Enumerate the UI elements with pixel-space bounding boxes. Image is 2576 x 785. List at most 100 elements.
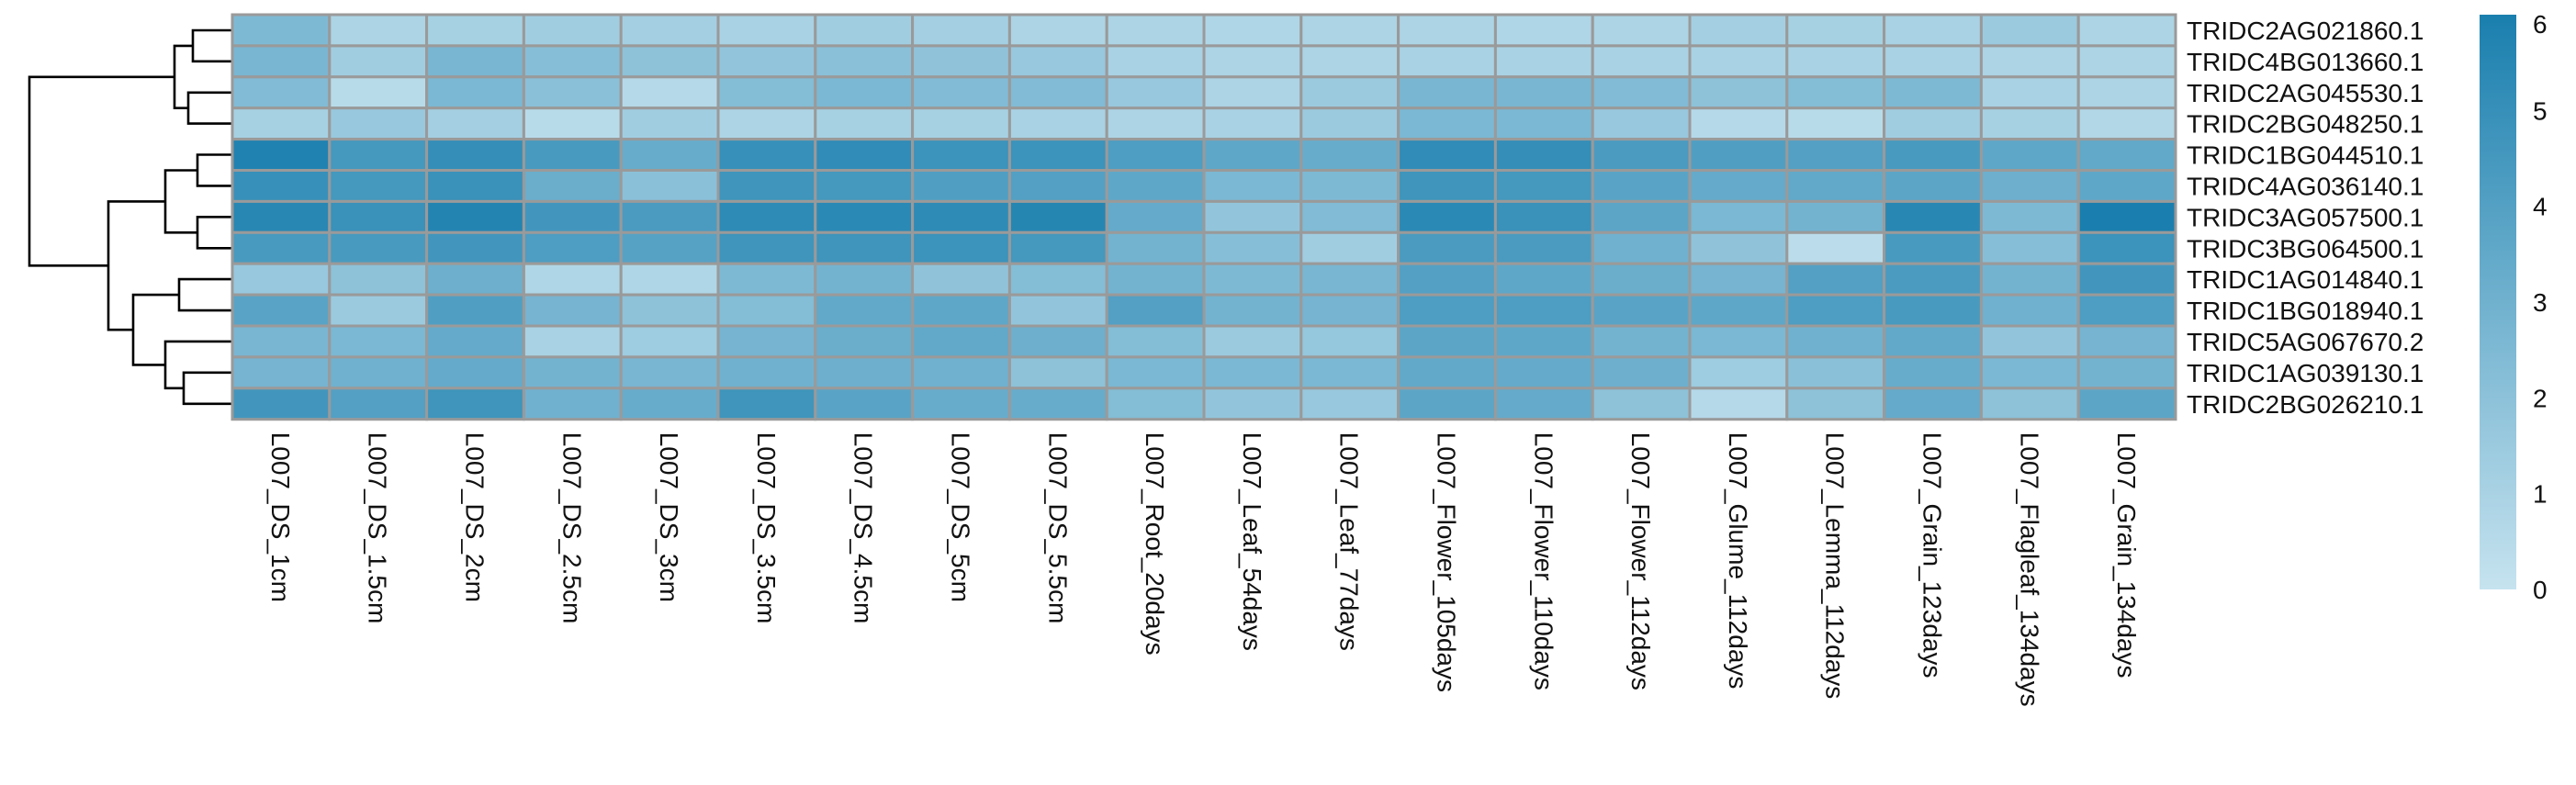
heatmap-cell [1979,199,2080,234]
heatmap-cell [1202,169,1303,203]
heatmap-cell [2076,138,2177,173]
heatmap-cell [716,293,817,328]
heatmap-cell [1397,199,1497,234]
heatmap-cell [619,169,720,203]
heatmap-cell [1397,107,1497,141]
heatmap-cell [1785,75,1886,110]
heatmap-cell [716,169,817,203]
heatmap-cell [231,44,332,79]
heatmap-cell [522,13,623,48]
legend-tick-label: 2 [2533,384,2548,412]
heatmap-cell [1202,107,1303,141]
heatmap-cell [2076,293,2177,328]
heatmap-cell [231,230,332,265]
heatmap-cell [1105,75,1206,110]
heatmap-cell [425,293,525,328]
heatmap-cell [619,262,720,297]
heatmap-cell [1688,293,1789,328]
heatmap-cell [716,107,817,141]
column-label: L007_Grain_134days [2112,432,2141,678]
heatmap-cell [1299,138,1400,173]
heatmap-cell [1688,324,1789,359]
column-label: L007_DS_3cm [655,432,683,602]
heatmap-cell [1299,230,1400,265]
heatmap-cell [2076,324,2177,359]
column-label: L007_Glume_112days [1724,432,1752,690]
heatmap-cell [425,230,525,265]
heatmap-cell [619,355,720,390]
heatmap-cell [716,44,817,79]
heatmap-cell [1299,355,1400,390]
heatmap-cell [1883,199,1983,234]
dendrogram-branch [28,75,174,267]
heatmap-cell [1688,13,1789,48]
heatmap-cell [1493,230,1594,265]
heatmap-cell [1688,230,1789,265]
heatmap-cell [1493,138,1594,173]
heatmap-cell [231,324,332,359]
heatmap-cell [911,262,1011,297]
row-label: TRIDC1BG044510.1 [2187,141,2424,170]
heatmap-cell [619,107,720,141]
heatmap-cell [1493,355,1594,390]
heatmap-cell [716,138,817,173]
dendrogram-branch [163,169,197,234]
heatmap-cell [1785,324,1886,359]
heatmap-cell [1493,293,1594,328]
heatmap-cell [1007,107,1108,141]
heatmap-cell [814,107,915,141]
column-label: L007_Flagleaf_134days [2015,432,2043,707]
heatmap-cell [1883,355,1983,390]
heatmap-cell [231,169,332,203]
heatmap-cells [231,13,2177,421]
heatmap-cell [522,44,623,79]
heatmap-cell [1299,262,1400,297]
heatmap-cell [619,138,720,173]
heatmap-cell [425,169,525,203]
heatmap-cell [814,138,915,173]
legend-tick-label: 3 [2533,288,2548,317]
heatmap-cell [1007,199,1108,234]
heatmap-cell [1688,107,1789,141]
heatmap-cell [1202,44,1303,79]
column-label: L007_Flower_112days [1626,432,1655,690]
legend-tick-label: 4 [2533,193,2548,221]
column-label: L007_DS_5.5cm [1043,432,1072,624]
heatmap-cell [522,230,623,265]
heatmap-cell [1493,44,1594,79]
heatmap-cell [1688,169,1789,203]
heatmap-cell [1299,75,1400,110]
heatmap-cell [1979,324,2080,359]
heatmap-cell [1785,13,1886,48]
heatmap-cell [522,387,623,421]
dendrogram-branch [196,216,232,250]
heatmap-cell [1883,230,1983,265]
row-label: TRIDC4AG036140.1 [2187,172,2424,200]
heatmap-cell [911,230,1011,265]
heatmap-cell [328,199,429,234]
dendrogram-branch [131,293,179,366]
column-label: L007_DS_5cm [947,432,975,602]
heatmap-cell [1785,262,1886,297]
row-label: TRIDC3BG064500.1 [2187,234,2424,263]
row-label: TRIDC2AG045530.1 [2187,79,2424,107]
heatmap-cell [1397,230,1497,265]
heatmap-cell [1493,107,1594,141]
row-dendrogram [28,28,232,406]
heatmap-cell [1105,138,1206,173]
heatmap-cell [1591,138,1692,173]
heatmap-cell [619,199,720,234]
heatmap-cell [1785,293,1886,328]
dendrogram-branch [107,200,165,331]
heatmap-cell [1299,199,1400,234]
heatmap-cell [1688,138,1789,173]
heatmap-cell [716,262,817,297]
heatmap-cell [1591,199,1692,234]
heatmap-cell [1688,262,1789,297]
heatmap-cell [1979,293,2080,328]
legend-colorbar [2480,15,2516,589]
heatmap-cell [911,107,1011,141]
heatmap-cell [522,107,623,141]
heatmap-cell [1493,324,1594,359]
